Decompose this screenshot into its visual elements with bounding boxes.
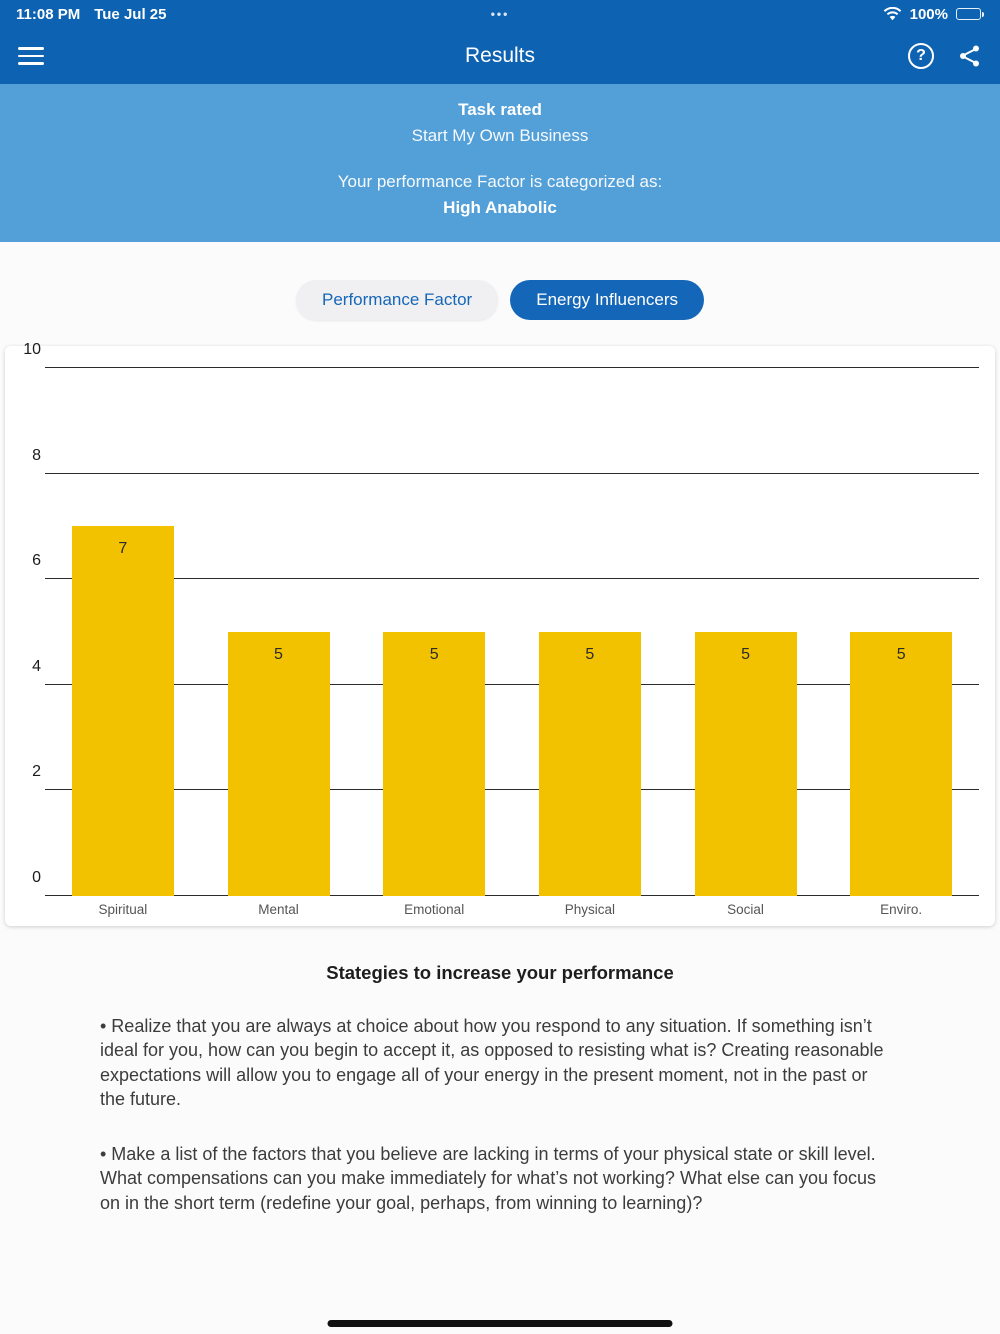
x-axis-category-label: Mental [258, 902, 299, 917]
y-axis-tick-label: 8 [32, 446, 41, 464]
strategy-bullet: • Realize that you are always at choice … [100, 1016, 884, 1110]
bar-slot: 7 [45, 368, 201, 896]
bar-value-label: 5 [585, 646, 595, 663]
chart-gridline [45, 472, 979, 474]
chart-bars: 7 5 5 5 5 5 [45, 368, 979, 896]
bar-chart-card: 0 2 4 6 8 10 7 5 5 5 5 5 Spiritual Mental Emotional Ph… [5, 341, 995, 926]
bar-slot: 5 [201, 368, 357, 896]
status-bar: 11:08 PM Tue Jul 25 ••• 100% [0, 0, 1000, 28]
x-axis-category-label: Emotional [404, 902, 465, 917]
strategies-section: Stategies to increase your performance •… [0, 962, 1000, 1215]
tab-energy-influencers[interactable]: Energy Influencers [510, 280, 704, 320]
x-axis-category-label: Enviro. [880, 902, 923, 917]
bar-value-label: 5 [741, 646, 750, 663]
bar-value-label: 5 [896, 646, 906, 663]
bar-slot: 5 [668, 368, 824, 896]
y-axis-tick-label: 6 [32, 552, 41, 570]
result-tabs: Performance Factor Energy Influencers [0, 280, 1000, 320]
bar-slot: 5 [823, 368, 979, 896]
share-icon[interactable] [958, 44, 982, 68]
category-label: Your performance Factor is categorized a… [337, 172, 663, 191]
bar-value-label: 5 [429, 646, 439, 663]
bar-physical[interactable]: 5 [538, 632, 641, 896]
bar-mental[interactable]: 5 [227, 632, 330, 896]
bar-value-label: 5 [274, 646, 283, 663]
strategies-title: Stategies to increase your performance [326, 962, 674, 983]
navbar: Results ? [0, 28, 1000, 84]
bar-slot: 5 [356, 368, 512, 896]
strategy-bullet: • Make a list of the factors that you be… [100, 1143, 877, 1213]
y-axis-tick-label: 2 [32, 763, 41, 781]
battery-icon [956, 8, 984, 20]
status-time: 11:08 PM [16, 5, 81, 23]
chart-x-axis: Spiritual Mental Emotional Physical Social En… [45, 902, 979, 917]
category-value: High Anabolic [443, 198, 557, 217]
home-indicator[interactable] [327, 1320, 673, 1327]
bar-enviro[interactable]: 5 [850, 632, 953, 896]
bar-slot: 5 [512, 368, 668, 896]
y-axis-tick-label: 10 [23, 341, 41, 358]
chart-gridline [45, 367, 979, 368]
chart-gridline [45, 683, 979, 685]
chart-gridline [45, 578, 979, 580]
status-date: Tue Jul 25 [94, 5, 167, 23]
wifi-icon [883, 7, 902, 21]
bar-value-label: 7 [118, 540, 128, 558]
x-axis-category-label: Spiritual [98, 902, 148, 917]
task-name: Start My Own Business [411, 126, 589, 145]
bar-emotional[interactable]: 5 [383, 632, 486, 896]
chart-plot: 0 2 4 6 8 10 7 5 5 5 5 5 [23, 341, 979, 896]
menu-icon[interactable] [18, 42, 44, 70]
page-title: Results [464, 44, 536, 67]
bar-social[interactable]: 5 [694, 632, 797, 896]
results-banner: Task rated Start My Own Business Your pe… [0, 84, 1000, 242]
battery-percent: 100% [909, 5, 948, 23]
help-icon[interactable]: ? [908, 43, 934, 69]
y-axis-tick-label: 0 [32, 869, 41, 886]
tab-performance-factor[interactable]: Performance Factor [296, 280, 499, 320]
chart-gridline [45, 895, 979, 896]
y-axis-tick-label: 4 [32, 657, 41, 675]
chart-gridline [45, 789, 979, 791]
x-axis-category-label: Physical [564, 902, 615, 917]
task-rated-label: Task rated [458, 100, 542, 119]
x-axis-category-label: Social [727, 902, 764, 917]
bar-spiritual[interactable]: 7 [71, 526, 174, 896]
